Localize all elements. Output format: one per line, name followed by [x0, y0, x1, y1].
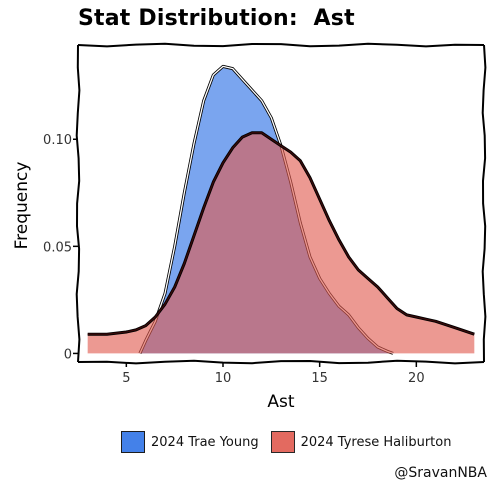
y-axis-label: Frequency	[12, 162, 32, 250]
y-tick-label: 0.05	[43, 240, 72, 255]
x-tick-label: 5	[122, 371, 130, 386]
legend-swatch	[270, 431, 295, 453]
area-tyrese-haliburton	[87, 132, 475, 354]
credit-watermark: @SravanNBA	[394, 465, 487, 481]
y-tick-label: 0	[64, 347, 72, 362]
x-axis-label: Ast	[267, 392, 294, 412]
plot-frame	[75, 42, 487, 365]
frame-edge	[481, 44, 487, 363]
frame-edge	[77, 42, 485, 48]
y-tick-label: 0.10	[43, 133, 72, 148]
area-tyrese-haliburton-edge	[87, 132, 475, 335]
frame-edge	[77, 359, 485, 365]
legend-label: 2024 Tyrese Haliburton	[300, 434, 452, 450]
axis-ticks: 5 10 15 20 0 0.05 0.10	[43, 133, 425, 386]
legend-item-trae-young[interactable]: 2024 Trae Young	[121, 431, 259, 453]
x-tick-label: 15	[311, 371, 328, 386]
x-tick-label: 20	[408, 371, 425, 386]
legend: 2024 Trae Young 2024 Tyrese Haliburton	[121, 431, 463, 453]
legend-label: 2024 Trae Young	[151, 434, 259, 450]
density-areas	[87, 64, 475, 355]
frame-edge	[75, 44, 81, 363]
legend-item-tyrese-haliburton[interactable]: 2024 Tyrese Haliburton	[270, 431, 452, 453]
chart-title: Stat Distribution: Ast	[78, 6, 355, 31]
legend-swatch	[121, 431, 145, 453]
x-tick-label: 10	[215, 371, 232, 386]
